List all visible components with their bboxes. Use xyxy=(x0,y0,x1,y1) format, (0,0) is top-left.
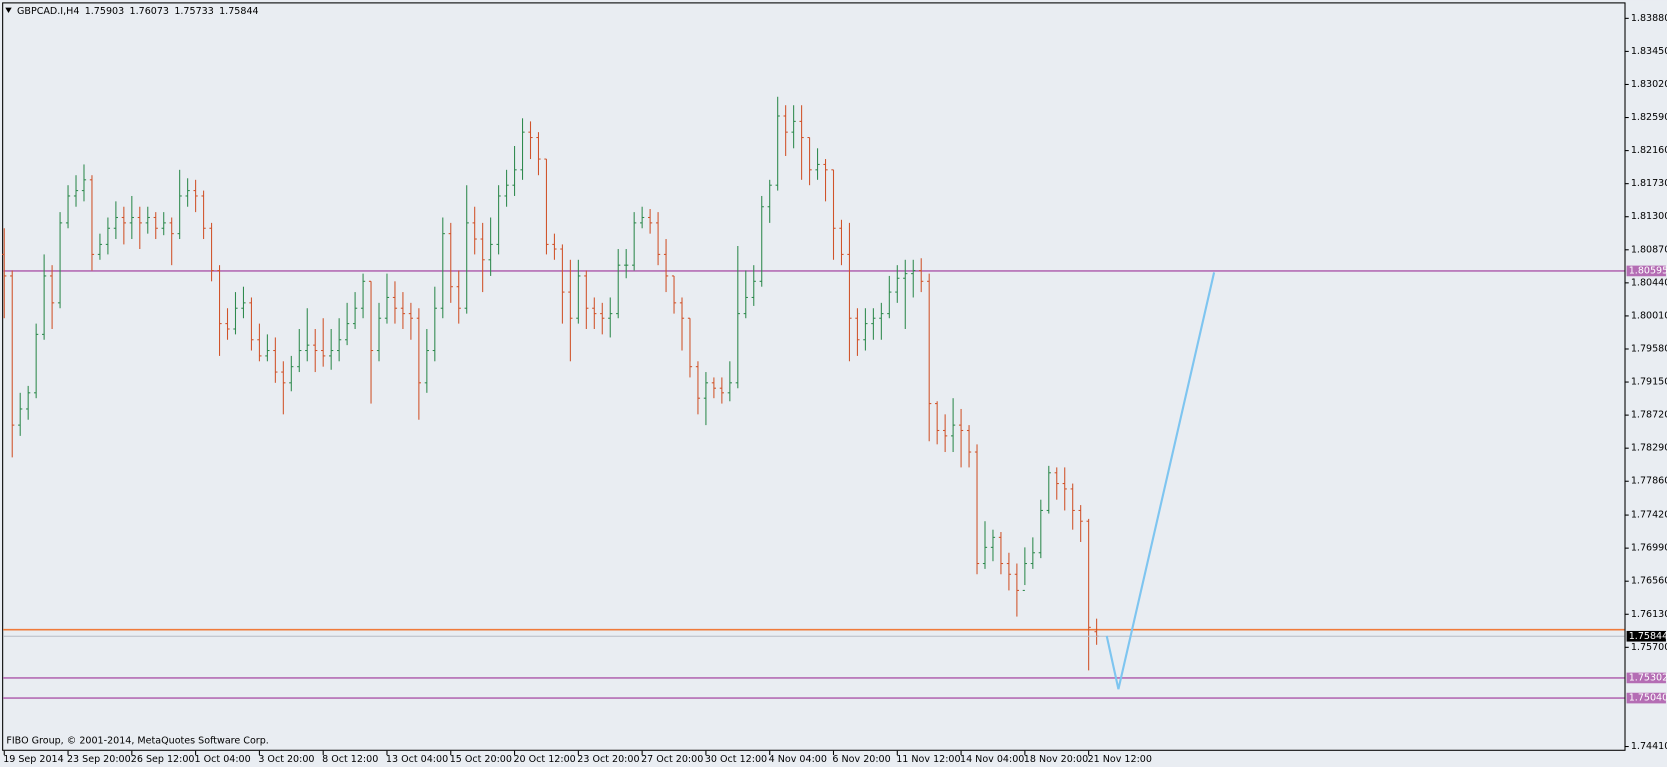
symbol: GBPCAD.I,H4 xyxy=(17,5,79,16)
plot: 1.83880 1.83450 1.83020 1.82590 1.82160 1.817… xyxy=(2,13,1667,765)
level-label: 1.75302 xyxy=(1629,672,1667,683)
y-tick-label: 1.78290 xyxy=(1631,443,1667,454)
y-tick-label: 1.77420 xyxy=(1631,510,1667,521)
level-label: 1.75040 xyxy=(1629,693,1667,704)
x-tick-label: 4 Nov 04:00 xyxy=(769,754,827,765)
x-tick-label: 30 Oct 12:00 xyxy=(705,754,767,765)
y-tick-label: 1.78720 xyxy=(1631,410,1667,421)
x-tick-label: 8 Oct 12:00 xyxy=(322,754,378,765)
x-tick-label: 1 Oct 04:00 xyxy=(195,754,251,765)
header-ohlc: 1.75733 xyxy=(174,5,213,16)
drawn-trendline xyxy=(1105,272,1216,690)
y-tick-label: 1.79580 xyxy=(1631,343,1667,354)
y-tick-label: 1.81300 xyxy=(1631,211,1667,222)
y-tick-label: 1.76560 xyxy=(1631,576,1667,587)
x-tick-label: 14 Nov 04:00 xyxy=(960,754,1024,765)
x-tick-label: 23 Sep 20:00 xyxy=(67,754,131,765)
y-tick-label: 1.82590 xyxy=(1631,112,1667,123)
y-tick-label: 1.76990 xyxy=(1631,543,1667,554)
copyright: FIBO Group, © 2001-2014, MetaQuotes Soft… xyxy=(6,736,268,747)
y-tick-label: 1.76130 xyxy=(1631,609,1667,620)
x-tick-label: 18 Nov 20:00 xyxy=(1024,754,1088,765)
price-label: 1.75844 xyxy=(1629,631,1667,642)
x-tick-label: 15 Oct 20:00 xyxy=(450,754,512,765)
y-tick-label: 1.80010 xyxy=(1631,310,1667,321)
x-tick-label: 3 Oct 20:00 xyxy=(258,754,314,765)
x-tick-label: 19 Sep 2014 xyxy=(3,754,64,765)
y-tick-label: 1.83020 xyxy=(1631,79,1667,90)
price-label-bg xyxy=(1626,630,1666,642)
x-tick-label: 11 Nov 12:00 xyxy=(896,754,960,765)
y-tick-label: 1.75700 xyxy=(1631,642,1667,653)
y-tick-label: 1.74410 xyxy=(1631,741,1667,752)
y-tick-label: 1.77860 xyxy=(1631,476,1667,487)
x-tick-label: 20 Oct 12:00 xyxy=(513,754,575,765)
header-ohlc: 1.75844 xyxy=(219,5,258,16)
y-tick-label: 1.80870 xyxy=(1631,244,1667,255)
menu-triangle xyxy=(5,7,12,13)
x-tick-label: 23 Oct 20:00 xyxy=(577,754,639,765)
header: GBPCAD.I,H4 1.75903 1.76073 1.75733 1.75844 xyxy=(17,5,259,16)
y-tick-label: 1.81730 xyxy=(1631,178,1667,189)
level-label-bg xyxy=(1626,265,1666,277)
level-label: 1.80595 xyxy=(1629,265,1667,276)
y-tick-label: 1.80440 xyxy=(1631,277,1667,288)
x-tick-label: 27 Oct 20:00 xyxy=(641,754,703,765)
x-tick-label: 26 Sep 12:00 xyxy=(131,754,195,765)
plot-frame xyxy=(2,2,1626,751)
y-tick-label: 1.83450 xyxy=(1631,46,1667,57)
header-ohlc: 1.76073 xyxy=(130,5,169,16)
level-label-bg xyxy=(1626,692,1666,704)
x-tick-label: 13 Oct 04:00 xyxy=(386,754,448,765)
header-ohlc: 1.75903 xyxy=(85,5,124,16)
level-label-bg xyxy=(1626,672,1666,684)
y-tick-label: 1.79150 xyxy=(1631,377,1667,388)
y-tick-label: 1.83880 xyxy=(1631,13,1667,24)
x-tick-label: 21 Nov 12:00 xyxy=(1088,754,1152,765)
x-tick-label: 6 Nov 20:00 xyxy=(832,754,890,765)
y-tick-label: 1.82160 xyxy=(1631,145,1667,156)
